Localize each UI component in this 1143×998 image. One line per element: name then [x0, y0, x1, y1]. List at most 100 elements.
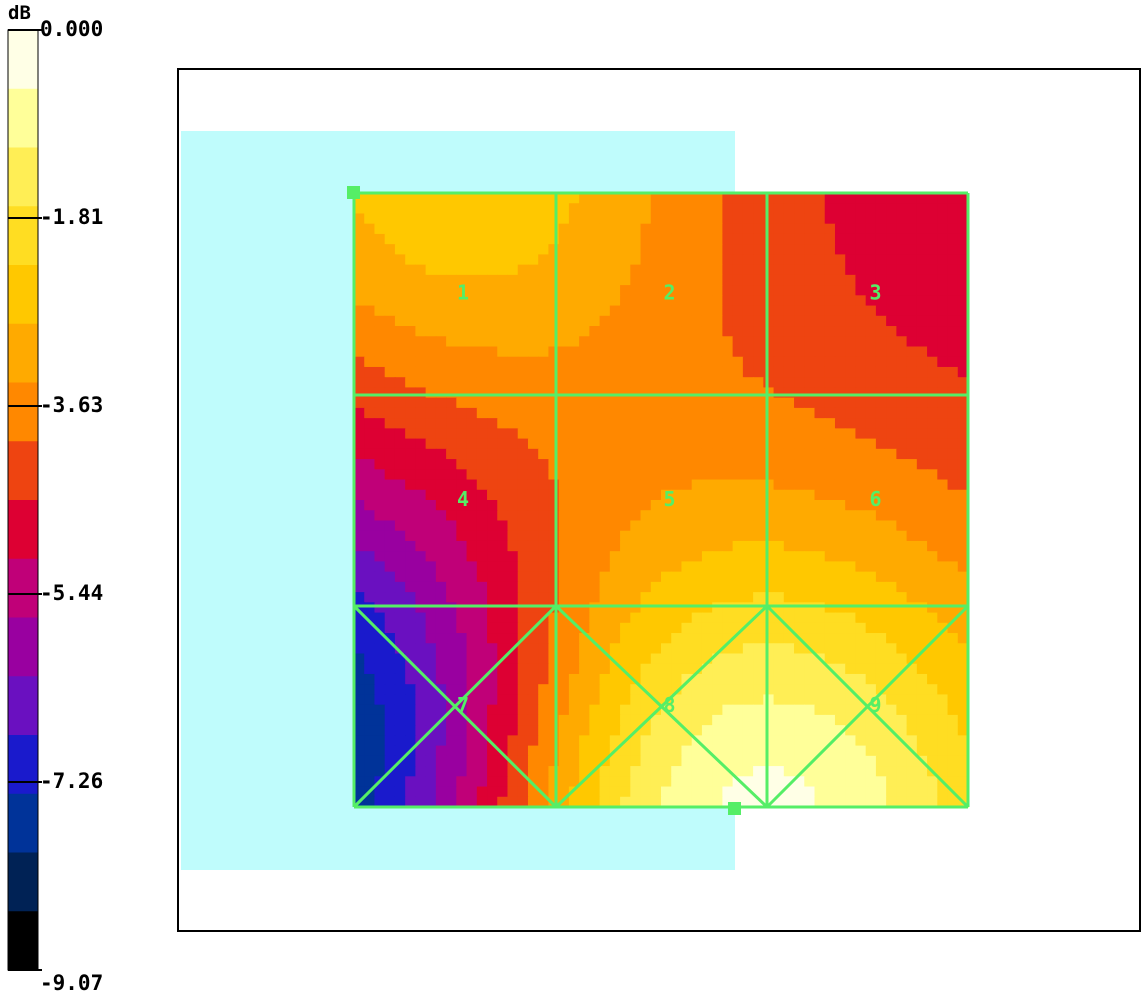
contour-cell: [834, 592, 846, 603]
contour-cell: [476, 786, 488, 798]
contour-cell: [620, 520, 631, 532]
contour-cell: [354, 725, 365, 736]
contour-cell: [415, 755, 427, 767]
contour-cell: [476, 510, 488, 522]
contour-cell: [568, 264, 580, 276]
contour-cell: [476, 592, 488, 603]
contour-cell: [394, 285, 406, 296]
contour-cell: [620, 704, 631, 716]
contour-cell: [671, 561, 683, 573]
contour-cell: [394, 366, 406, 378]
contour-cell: [538, 285, 550, 296]
contour-cell: [742, 592, 754, 603]
contour-cell: [497, 540, 509, 552]
contour-cell: [630, 418, 642, 429]
contour-cell: [742, 223, 754, 235]
contour-cell: [947, 571, 959, 583]
contour-cell: [517, 786, 529, 798]
contour-cell: [927, 592, 938, 603]
contour-cell: [783, 397, 795, 409]
contour-cell: [794, 274, 805, 286]
contour-cell: [620, 694, 631, 706]
contour-cell: [364, 387, 376, 399]
contour-cell: [732, 673, 744, 685]
contour-cell: [579, 244, 590, 255]
contour-cell: [906, 479, 918, 491]
contour-cell: [671, 489, 683, 501]
contour-cell: [374, 203, 386, 215]
contour-cell: [742, 274, 754, 286]
contour-cell: [671, 592, 683, 603]
contour-cell: [855, 755, 867, 767]
contour-cell: [456, 520, 468, 532]
contour-cell: [794, 540, 805, 552]
contour-cell: [579, 428, 590, 440]
contour-cell: [845, 510, 857, 522]
contour-cell: [732, 612, 744, 624]
contour-cell: [742, 540, 754, 552]
contour-cell: [671, 254, 683, 266]
contour-cell: [425, 418, 437, 429]
contour-cell: [855, 285, 867, 296]
contour-cell: [875, 561, 887, 573]
contour-cell: [722, 315, 734, 327]
contour-cell: [364, 540, 376, 552]
contour-cell: [640, 694, 652, 706]
contour-cell: [620, 745, 631, 757]
contour-cell: [896, 274, 908, 286]
contour-cell: [466, 193, 478, 204]
contour-cell: [701, 612, 713, 624]
contour-cell: [435, 643, 447, 655]
contour-cell: [753, 326, 764, 337]
contour-cell: [568, 745, 580, 757]
contour-cell: [405, 633, 416, 644]
contour-cell: [916, 714, 928, 726]
contour-cell: [568, 725, 580, 736]
contour-cell: [865, 326, 877, 337]
contour-cell: [497, 469, 509, 481]
contour-cell: [886, 796, 897, 808]
contour-cell: [773, 244, 785, 255]
contour-cell: [804, 326, 816, 337]
contour-cell: [814, 704, 826, 716]
contour-cell: [630, 663, 642, 675]
contour-cell: [630, 540, 642, 552]
contour-cell: [466, 326, 478, 337]
contour-cell: [456, 428, 468, 440]
contour-cell: [763, 673, 775, 685]
contour-cell: [609, 274, 621, 286]
contour-cell: [446, 469, 457, 481]
contour-cell: [579, 193, 590, 204]
contour-cell: [548, 193, 560, 204]
contour-cell: [824, 346, 836, 358]
corner-marker-bottom[interactable]: [728, 802, 741, 815]
contour-cell: [722, 366, 734, 378]
contour-cell: [497, 356, 509, 368]
contour-cell: [794, 438, 805, 450]
contour-cell: [722, 673, 734, 685]
contour-cell: [630, 643, 642, 655]
contour-cell: [773, 479, 785, 491]
contour-cell: [691, 500, 703, 511]
contour-cell: [681, 561, 693, 573]
contour-cell: [476, 448, 488, 460]
contour-cell: [661, 213, 672, 225]
contour-cell: [507, 254, 519, 266]
contour-cell: [517, 356, 529, 368]
contour-cell: [650, 469, 662, 481]
contour-cell: [763, 193, 775, 204]
contour-cell: [763, 663, 775, 675]
corner-marker-top-left[interactable]: [347, 186, 360, 199]
contour-cell: [681, 704, 693, 716]
contour-cell: [538, 274, 550, 286]
contour-cell: [742, 510, 754, 522]
contour-cell: [783, 520, 795, 532]
contour-cell: [916, 766, 928, 777]
contour-cell: [712, 735, 723, 747]
contour-cell: [763, 244, 775, 255]
contour-cell: [763, 233, 775, 245]
contour-cell: [763, 479, 775, 491]
contour-cell: [384, 540, 396, 552]
contour-cell: [804, 725, 816, 736]
contour-cell: [497, 213, 509, 225]
